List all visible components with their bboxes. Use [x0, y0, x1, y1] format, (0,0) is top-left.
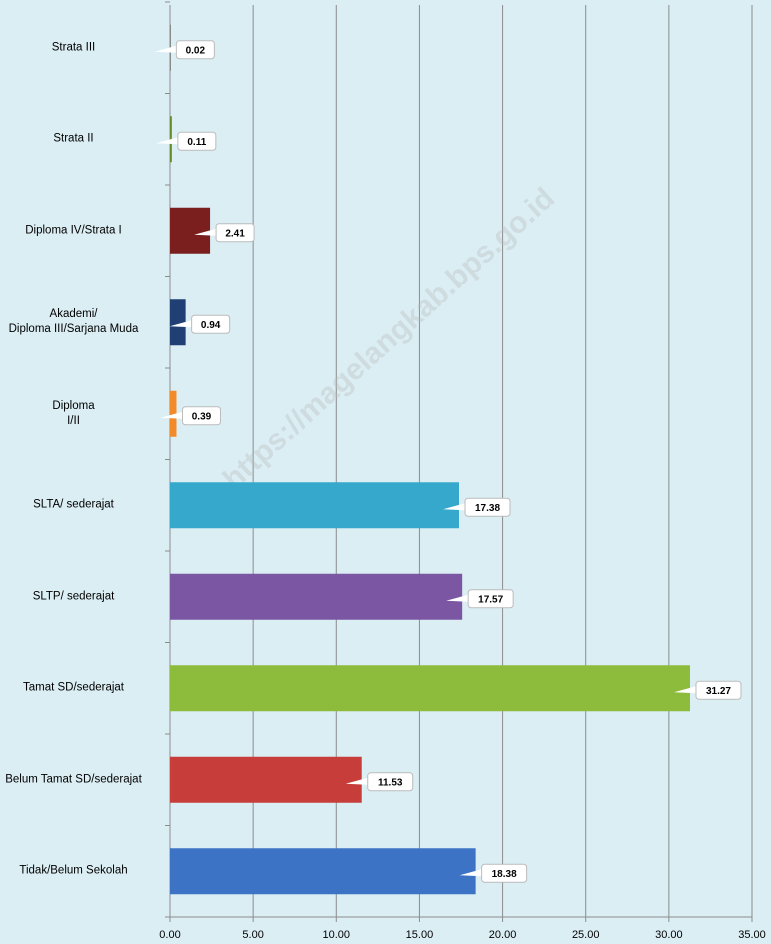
- label-box: [175, 40, 215, 60]
- value-label: 0.94: [201, 320, 221, 331]
- bar: [170, 665, 690, 712]
- callout: [673, 686, 696, 694]
- y-tick-label: Belum Tamat SD/sederajat: [5, 773, 142, 786]
- value-label: 18.38: [492, 869, 517, 880]
- data-label: 31.27: [673, 680, 742, 700]
- data-label: 2.41: [194, 223, 255, 243]
- value-label: 17.38: [475, 503, 500, 514]
- data-label: 0.02: [154, 40, 215, 60]
- label-box: [181, 406, 221, 426]
- data-label: 17.57: [446, 589, 514, 609]
- x-tick-label: 15.00: [406, 929, 434, 941]
- x-tick-label: 35.00: [738, 929, 766, 941]
- bar: [170, 299, 186, 346]
- data-label: 0.39: [160, 406, 221, 426]
- data-label: 0.11: [155, 131, 217, 151]
- data-label: 11.53: [345, 772, 414, 792]
- y-tick-label: Strata III: [51, 41, 96, 54]
- bar: [170, 482, 460, 529]
- callout: [345, 777, 368, 785]
- data-label: 0.94: [169, 314, 231, 334]
- label-box: [215, 223, 255, 243]
- y-tick-label: Tamat SD/sederajat: [23, 681, 124, 694]
- value-label: 11.53: [378, 777, 403, 788]
- value-label: 0.02: [186, 45, 206, 56]
- label-box: [191, 314, 231, 334]
- value-label: 0.11: [187, 137, 206, 148]
- callout: [446, 594, 469, 602]
- callout: [160, 411, 183, 419]
- bar: [170, 848, 476, 895]
- label-box: [367, 772, 414, 792]
- x-tick-label: 20.00: [489, 929, 517, 941]
- data-label: 17.38: [443, 497, 511, 517]
- bar: [170, 756, 362, 803]
- y-tick-label: Diploma I/II: [52, 399, 95, 427]
- value-label: 31.27: [706, 686, 731, 697]
- y-tick-label: Tidak/Belum Sekolah: [19, 864, 128, 877]
- callout: [459, 869, 482, 877]
- callout: [169, 320, 192, 328]
- callout: [194, 228, 217, 236]
- value-label: 17.57: [478, 594, 503, 605]
- y-tick-label: Diploma IV/Strata I: [25, 224, 122, 237]
- bar: [170, 573, 463, 620]
- label-box: [467, 589, 514, 609]
- data-label: 18.38: [459, 863, 528, 883]
- callout: [443, 503, 466, 511]
- y-tick-label: SLTA/ sederajat: [33, 498, 114, 511]
- label-box: [695, 680, 742, 700]
- value-label: 2.41: [225, 228, 245, 239]
- label-box: [177, 131, 217, 151]
- label-box: [481, 863, 528, 883]
- x-tick-label: 10.00: [323, 929, 351, 941]
- y-tick-label: Akademi/ Diploma III/Sarjana Muda: [8, 308, 139, 336]
- x-tick-label: 0.00: [159, 929, 180, 941]
- x-tick-label: 25.00: [572, 929, 600, 941]
- label-box: [464, 497, 511, 517]
- value-label: 0.39: [192, 411, 212, 422]
- callout: [154, 45, 177, 53]
- x-tick-label: 30.00: [655, 929, 683, 941]
- watermark: https://magelangkab.bps.go.id: [217, 182, 561, 496]
- bar: [170, 207, 211, 254]
- y-tick-label: SLTP/ sederajat: [32, 590, 115, 603]
- y-tick-label: Strata II: [53, 132, 94, 145]
- callout: [155, 137, 178, 145]
- bar: [170, 390, 177, 437]
- x-tick-label: 5.00: [242, 929, 263, 941]
